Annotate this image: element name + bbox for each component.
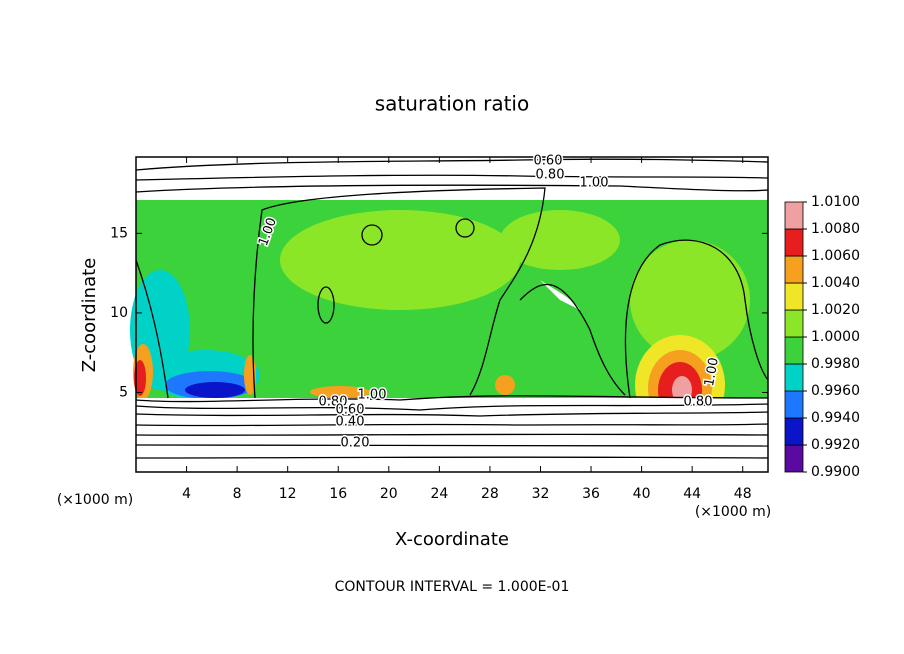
contour-label: 0.60 xyxy=(336,403,365,418)
contour-label: 0.80 xyxy=(536,168,565,183)
contour-line xyxy=(135,433,769,436)
contour-line xyxy=(135,411,769,417)
contour-lines xyxy=(135,158,769,459)
x-tick-label: 20 xyxy=(380,486,398,502)
contour-label: 0.60 xyxy=(534,154,563,169)
contour-label: 1.00 xyxy=(580,176,609,191)
x-tick-label: 16 xyxy=(329,486,347,502)
colorbar-box xyxy=(784,363,804,392)
colorbar-label: 1.0100 xyxy=(811,194,860,210)
colorbar-box xyxy=(784,255,804,284)
plot-frame xyxy=(135,156,769,473)
chart-title: saturation ratio xyxy=(375,92,529,116)
colorbar-label: 1.0020 xyxy=(811,302,860,318)
y-tick-label: 15 xyxy=(110,225,128,241)
field-patch xyxy=(185,382,245,398)
contour-line xyxy=(135,444,769,447)
colorbar-box xyxy=(784,201,804,230)
contour-label: 1.00 xyxy=(702,356,722,387)
field-patch xyxy=(280,210,520,310)
contour-label: 1.00 xyxy=(358,388,387,403)
colorbar-label: 1.0040 xyxy=(811,275,860,291)
x-unit: (×1000 m) xyxy=(695,504,771,520)
contour-line xyxy=(135,456,769,459)
x-unit: (×1000 m) xyxy=(57,492,133,508)
contour-label: 0.20 xyxy=(341,436,370,451)
colorbar-box xyxy=(784,417,804,446)
x-tick-label: 40 xyxy=(633,486,651,502)
colorbar-box xyxy=(784,444,804,473)
contour-line xyxy=(135,395,769,403)
contour-line xyxy=(135,259,169,399)
contour-line xyxy=(135,403,769,411)
y-tick-label: 10 xyxy=(110,305,128,321)
contour-line xyxy=(624,239,769,399)
x-tick-label: 44 xyxy=(683,486,701,502)
colorbar-label: 0.9900 xyxy=(811,464,860,480)
contour-line xyxy=(361,224,383,246)
contour-label: 0.80 xyxy=(684,395,713,410)
contour-line xyxy=(455,218,475,238)
x-tick-label: 48 xyxy=(734,486,752,502)
colorbar-label: 0.9940 xyxy=(811,410,860,426)
colorbar-box xyxy=(784,336,804,365)
field-patch xyxy=(630,240,750,360)
contour-line xyxy=(317,286,335,324)
contour-label: 0.40 xyxy=(336,415,365,430)
field-patch xyxy=(310,386,370,398)
colorbar-label: 1.0060 xyxy=(811,248,860,264)
colorbar-box xyxy=(784,390,804,419)
x-tick-label: 32 xyxy=(532,486,550,502)
colorbar-label: 0.9980 xyxy=(811,356,860,372)
field-patch xyxy=(134,360,146,396)
contour-line xyxy=(135,158,769,171)
contour-line xyxy=(135,174,769,181)
x-tick-label: 4 xyxy=(182,486,191,502)
x-tick-label: 24 xyxy=(430,486,448,502)
colorbar-box xyxy=(784,228,804,257)
x-tick-label: 28 xyxy=(481,486,499,502)
contour-line xyxy=(252,187,546,399)
x-tick-label: 36 xyxy=(582,486,600,502)
x-tick-label: 8 xyxy=(233,486,242,502)
colorbar-box xyxy=(784,309,804,338)
contour-label: 0.80 xyxy=(319,395,348,410)
contour-line xyxy=(135,423,769,427)
x-axis-label: X-coordinate xyxy=(395,529,509,550)
field-blank xyxy=(540,280,580,310)
y-axis-label: Z-coordinate xyxy=(79,258,100,373)
colorbar-label: 1.0000 xyxy=(811,329,860,345)
contour-line xyxy=(135,184,769,193)
colorbar-label: 0.9920 xyxy=(811,437,860,453)
field-patch xyxy=(500,210,620,270)
colorbar-label: 0.9960 xyxy=(811,383,860,399)
footnote: CONTOUR INTERVAL = 1.000E-01 xyxy=(335,579,570,595)
field-patch xyxy=(495,375,515,395)
field xyxy=(130,157,768,472)
colorbar-label: 1.0080 xyxy=(811,221,860,237)
y-tick-label: 5 xyxy=(119,384,128,400)
x-tick-label: 12 xyxy=(279,486,297,502)
contour-line xyxy=(519,283,626,396)
colorbar-box xyxy=(784,282,804,311)
